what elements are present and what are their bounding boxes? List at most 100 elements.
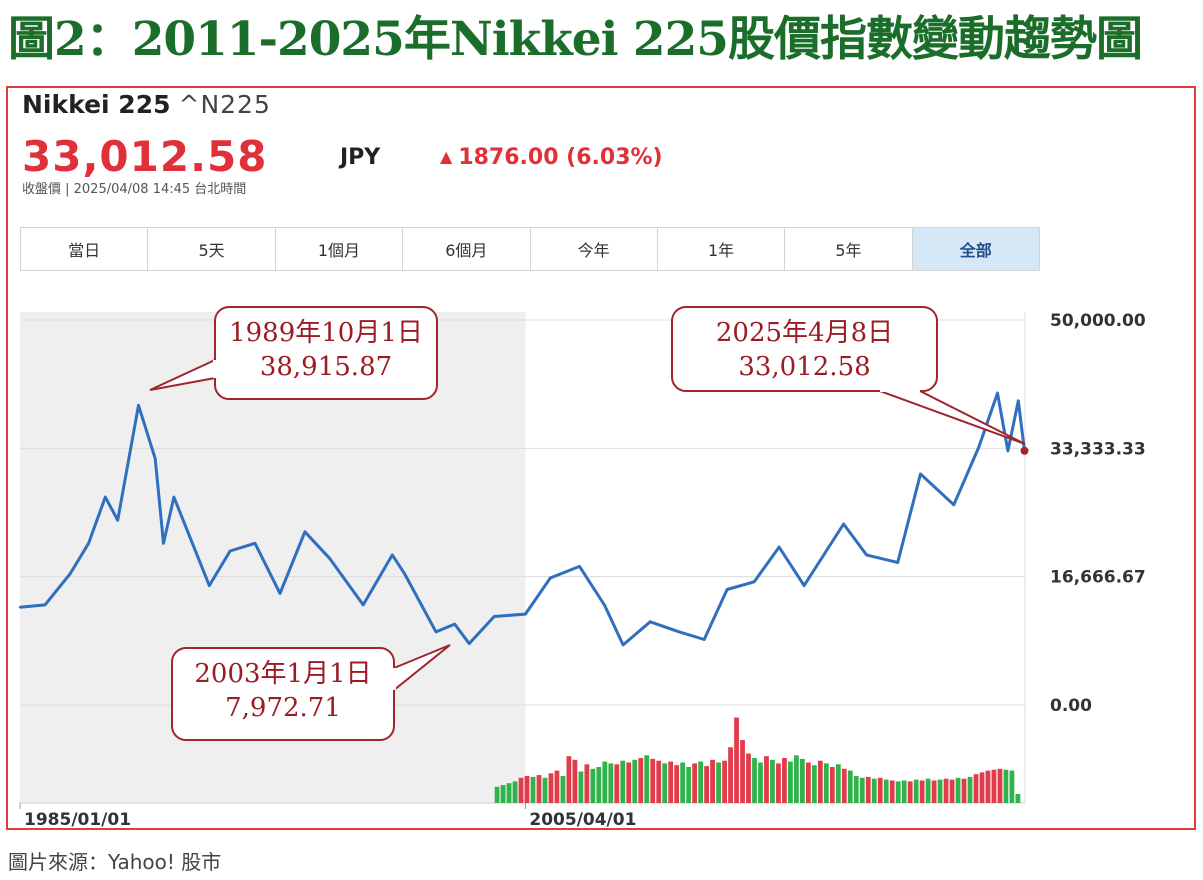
volume-bar xyxy=(542,777,548,803)
volume-bar xyxy=(722,760,727,803)
price-point xyxy=(468,642,471,645)
volume-bar xyxy=(799,758,805,803)
price-point xyxy=(43,603,47,607)
volume-bar xyxy=(829,767,835,803)
volume-bar xyxy=(805,762,811,803)
volume-bar xyxy=(841,768,847,803)
volume-bar xyxy=(991,769,997,803)
volume-bar xyxy=(638,758,644,803)
volume-bar xyxy=(656,760,662,803)
annotation-callout: 1989年10月1日 38,915.87 xyxy=(149,306,438,400)
tab-range-1d[interactable]: 當日 xyxy=(21,228,149,270)
price-point xyxy=(703,638,706,641)
volume-bar xyxy=(674,765,680,803)
price-point xyxy=(172,495,176,499)
volume-bar xyxy=(925,778,931,803)
price-point xyxy=(524,612,527,616)
tab-range-6m[interactable]: 6個月 xyxy=(403,228,531,270)
tab-range-5y[interactable]: 5年 xyxy=(785,228,913,270)
last-price-marker xyxy=(1020,446,1029,455)
y-tick-label: 50,000.00 xyxy=(1050,311,1146,331)
volume-bar xyxy=(847,770,853,803)
volume-bar xyxy=(644,755,650,803)
volume-bar xyxy=(686,767,692,803)
volume-bar xyxy=(518,777,524,803)
price-point xyxy=(492,615,496,618)
price-point xyxy=(549,576,552,580)
volume-bar xyxy=(788,761,793,803)
volume-bar xyxy=(632,759,638,803)
price-point xyxy=(116,519,119,522)
volume-bar xyxy=(602,761,608,803)
currency-label: JPY xyxy=(340,145,381,170)
volume-bar xyxy=(740,740,745,803)
price-point xyxy=(391,553,394,557)
volume-bar xyxy=(536,775,542,803)
volume-bar xyxy=(776,763,781,803)
volume-bar xyxy=(949,779,955,803)
volume-bar xyxy=(710,759,715,803)
volume-bar xyxy=(794,755,799,803)
x-tick-label: 2005/04/01 xyxy=(529,810,636,830)
x-tick-label: 1985/01/01 xyxy=(24,810,131,830)
tab-range-ytd[interactable]: 今年 xyxy=(531,228,658,270)
volume-bar xyxy=(985,770,991,803)
volume-bar xyxy=(758,762,763,803)
volume-bar xyxy=(548,773,554,803)
price-point xyxy=(865,553,868,557)
tab-range-5d[interactable]: 5天 xyxy=(148,228,276,270)
volume-bar xyxy=(650,758,656,803)
volume-bar xyxy=(811,765,817,803)
volume-bar xyxy=(901,780,907,803)
tab-range-1y[interactable]: 1年 xyxy=(658,228,786,270)
volume-bar xyxy=(626,762,632,803)
price-point xyxy=(802,584,806,587)
callout-box xyxy=(171,647,395,741)
volume-bar xyxy=(572,759,578,803)
volume-bar xyxy=(943,778,949,803)
price-point xyxy=(303,530,307,533)
volume-bar xyxy=(919,780,925,803)
tab-range-1m[interactable]: 1個月 xyxy=(276,228,404,270)
price-point xyxy=(842,522,845,526)
y-tick-label: 33,333.33 xyxy=(1050,439,1146,459)
price-point xyxy=(603,603,606,607)
volume-bar xyxy=(512,781,518,803)
volume-bar xyxy=(596,767,602,803)
price-point xyxy=(952,503,956,506)
price-point xyxy=(777,545,781,549)
volume-bar xyxy=(590,768,596,803)
ticker-header: Nikkei 225 ^N225 xyxy=(22,90,271,119)
annotation-callout: 2003年1月1日 7,972.71 xyxy=(171,644,451,741)
price-point xyxy=(328,557,332,560)
volume-bar xyxy=(764,756,769,803)
volume-bar xyxy=(955,777,961,803)
price-point xyxy=(648,620,652,624)
volume-bar xyxy=(770,759,775,803)
price-point xyxy=(208,584,211,587)
callout-label: 38,915.87 xyxy=(260,352,392,382)
tab-range-all[interactable]: 全部 xyxy=(912,228,1039,270)
volume-bar xyxy=(967,776,973,803)
volume-bar xyxy=(554,770,560,803)
price-point xyxy=(137,404,140,407)
volume-bar xyxy=(1015,794,1021,803)
annotation-callout: 2025年4月8日 33,012.58 xyxy=(671,306,1026,445)
volume-bar xyxy=(752,758,757,803)
callout-label: 7,972.71 xyxy=(225,693,341,723)
figure-title: 圖2：2011-2025年Nikkei 225股價指數變動趨勢圖 xyxy=(8,12,1143,67)
callout-label: 1989年10月1日 xyxy=(229,318,423,348)
volume-bar xyxy=(979,772,985,803)
callout-label: 33,012.58 xyxy=(738,352,870,382)
index-name: Nikkei 225 xyxy=(22,90,171,119)
volume-bar xyxy=(883,779,889,803)
volume-bar xyxy=(865,776,871,803)
price-point xyxy=(896,561,899,564)
volume-bar xyxy=(704,766,709,803)
volume-bar xyxy=(698,761,704,803)
volume-bar xyxy=(931,780,937,803)
volume-bar xyxy=(530,776,536,803)
volume-bar xyxy=(973,774,979,803)
volume-bar xyxy=(494,786,500,803)
